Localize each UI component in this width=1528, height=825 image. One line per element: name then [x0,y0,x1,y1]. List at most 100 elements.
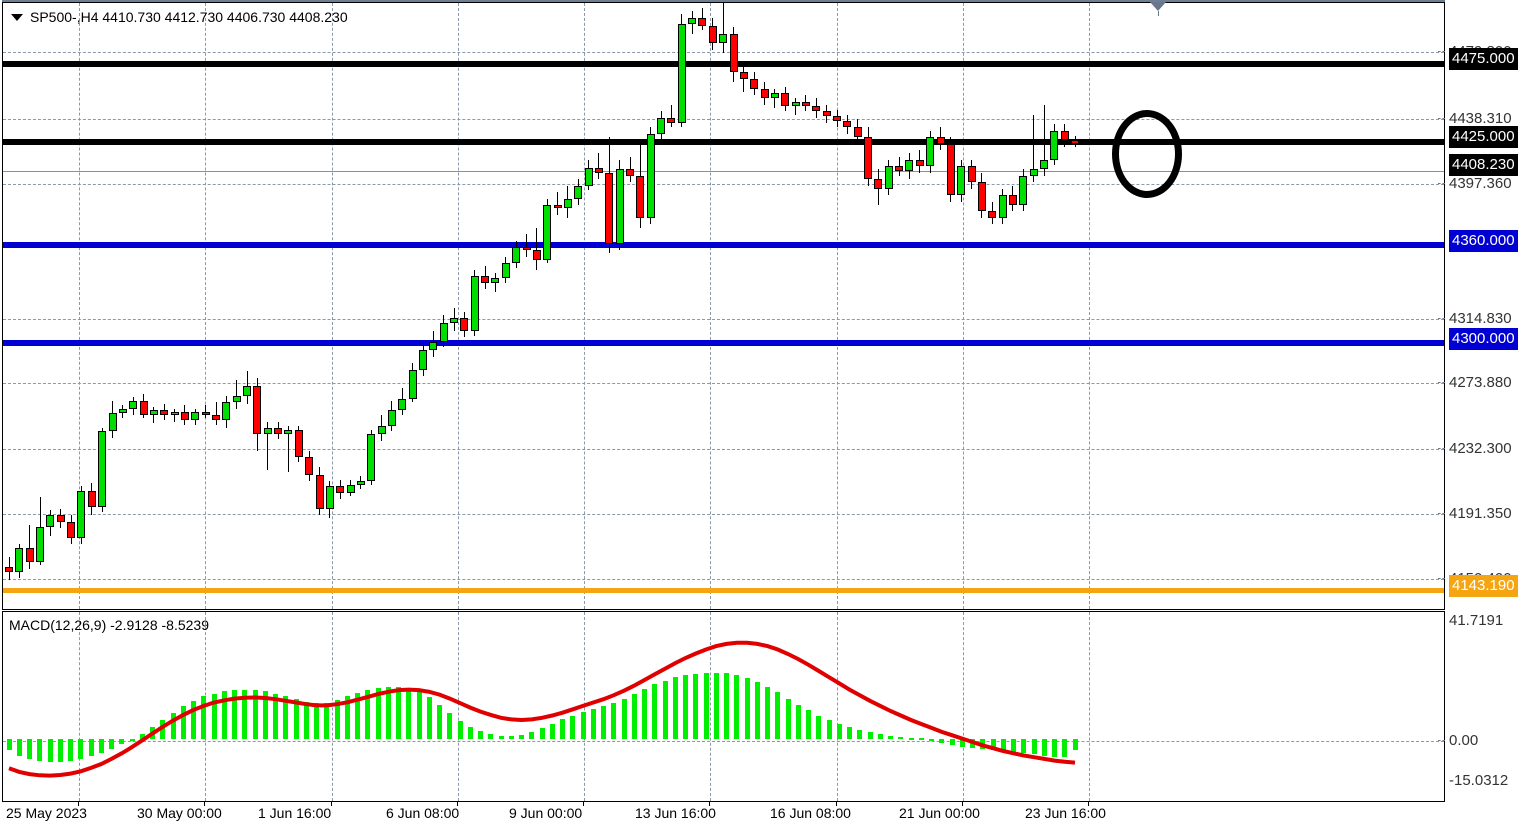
candle-body-bearish [967,166,976,183]
candlestick [325,3,334,609]
macd-histogram-bar [611,703,617,739]
macd-histogram-bar [232,690,237,739]
marker-triangle-down-icon[interactable] [1150,2,1166,11]
candlestick [719,3,728,609]
candle-body-bearish [853,127,862,138]
macd-histogram-bar [1021,738,1027,754]
macd-histogram-bar [16,738,22,756]
candle-body-bearish [946,143,955,196]
candlestick [615,3,624,609]
time-axis-label: 6 Jun 08:00 [386,805,460,821]
time-axis-tick [583,802,584,806]
candlestick [812,3,821,609]
price-axis-tickmark [1438,382,1445,383]
candlestick [222,3,231,609]
macd-histogram-bar [273,693,278,739]
time-axis-label: 16 Jun 08:00 [770,805,851,821]
macd-histogram-bar [847,727,853,739]
triangle-down-icon[interactable] [11,13,23,21]
candlestick [201,3,210,609]
candle-body-bearish [895,166,904,172]
price-line-4425-label[interactable]: 4425.000 [1449,126,1518,148]
candle-body-bearish [626,169,634,176]
price-axis-tick-label: 4273.880 [1449,374,1512,391]
macd-histogram-bar [601,706,607,739]
candlestick [170,3,179,609]
candle-body-bearish [988,211,997,218]
price-line-4475[interactable] [3,61,1444,67]
candlestick [957,3,966,609]
candlestick [677,3,686,609]
candlestick [739,3,748,609]
macd-histogram-bar [580,712,586,739]
candlestick [988,3,997,609]
macd-histogram-bar [211,693,217,739]
candle-body-bullish [98,431,107,508]
macd-time-gridline [710,612,711,801]
price-line-4143[interactable] [3,588,1444,593]
candlestick [284,3,293,609]
price-chart-panel[interactable]: SP500-,H4 4410.730 4412.730 4406.730 440… [2,2,1445,610]
candlestick [1040,3,1048,609]
candlestick [915,3,924,609]
candle-body-bearish [315,474,324,509]
macd-histogram-bar [334,699,340,739]
macd-histogram-bar [949,738,955,745]
candlestick [470,3,479,609]
price-line-4300[interactable] [3,340,1444,346]
macd-histogram-bar [88,738,94,757]
candle-body-bearish [481,276,490,283]
candlestick [594,3,603,609]
candlestick [36,3,45,609]
candlestick [139,3,148,609]
price-line-4360[interactable] [3,242,1444,248]
price-gridline [3,319,1444,320]
candlestick [294,3,303,609]
price-gridline [3,579,1444,580]
macd-histogram-bar [765,686,771,739]
candle-body-bullish [36,526,45,563]
candlestick [274,3,283,609]
price-gridline [3,514,1444,515]
candle-body-bearish [305,457,314,475]
candlestick [512,3,521,609]
price-axis-tickmark [1438,578,1445,579]
candle-body-bearish [936,137,945,144]
candle-wick [174,408,176,422]
time-gridline [458,3,459,609]
time-axis-tick [836,802,837,806]
candle-body-bearish [253,385,262,435]
macd-histogram-bar [1000,738,1006,751]
candlestick [408,3,417,609]
macd-histogram-bar [488,734,494,739]
candle-body-bullish [15,547,24,572]
macd-histogram-bar [201,696,207,739]
price-line-4360-label[interactable]: 4360.000 [1449,230,1518,252]
candle-body-bullish [77,491,86,538]
macd-chart-panel[interactable]: MACD(12,26,9) -2.9128 -8.5239 [2,611,1445,802]
time-axis-label: 9 Jun 00:00 [509,805,583,821]
current-price-4408[interactable] [3,171,1444,172]
price-axis-tickmark [1438,183,1445,184]
candlestick [543,3,552,609]
candlestick [481,3,490,609]
current-price-4408-label[interactable]: 4408.230 [1449,154,1518,176]
price-line-4475-label[interactable]: 4475.000 [1449,48,1518,70]
candle-body-bullish [584,167,593,186]
time-axis-label: 23 Jun 16:00 [1025,805,1106,821]
macd-histogram-bar [570,715,576,739]
candle-body-bearish [532,250,541,260]
price-line-4425[interactable] [3,139,1444,145]
macd-histogram-bar [191,700,196,739]
candle-body-bearish [294,429,303,458]
candlestick [864,3,873,609]
candlestick [263,3,272,609]
candle-body-bullish [46,515,55,527]
price-line-4143-label[interactable]: 4143.190 [1449,575,1518,597]
macd-histogram-bar [98,738,104,753]
candlestick [501,3,510,609]
price-line-4300-label[interactable]: 4300.000 [1449,328,1518,350]
candle-body-bullish [491,277,500,283]
macd-histogram-bar [180,706,186,739]
candle-wick [1033,114,1035,183]
